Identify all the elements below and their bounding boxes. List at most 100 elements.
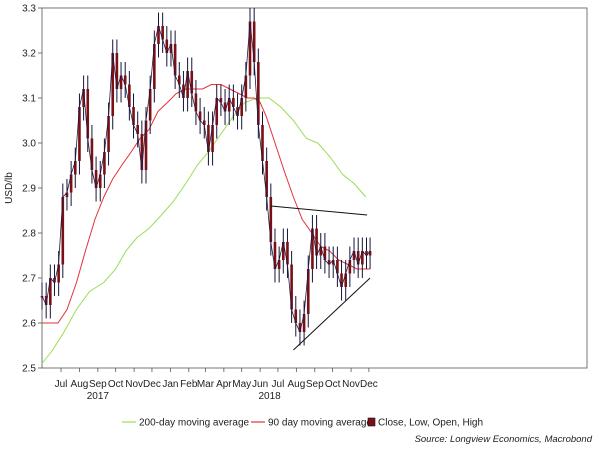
x-tick-label: Oct bbox=[108, 379, 124, 390]
x-axis: Jul Aug Sep Oct Nov Dec Jan Feb Mar Apr May Jun Jul A… bbox=[55, 368, 378, 402]
x-tick-label: Jun bbox=[252, 379, 268, 390]
price-bar-body bbox=[207, 125, 210, 152]
price-bar-body bbox=[190, 71, 194, 94]
price-bar-body bbox=[298, 323, 302, 332]
price-bar-body bbox=[53, 278, 56, 283]
x-tick-label: Oct bbox=[325, 379, 341, 390]
price-bar-body bbox=[123, 75, 127, 85]
legend: 200-day moving average 90 day moving ave… bbox=[122, 418, 483, 429]
price-bar-body bbox=[69, 174, 73, 193]
legend-label-clo: Close, Low, Open, High bbox=[378, 418, 483, 429]
price-bar-body bbox=[94, 170, 98, 188]
price-bar-body bbox=[240, 98, 243, 116]
price-bar-body bbox=[344, 273, 348, 287]
price-bar-body bbox=[232, 98, 235, 107]
price-bar-body bbox=[315, 228, 318, 256]
y-tick-label: 2.5 bbox=[22, 364, 36, 375]
price-bar-body bbox=[294, 309, 298, 323]
price-bar-body bbox=[90, 138, 94, 170]
x-tick-label: May bbox=[232, 379, 251, 390]
plot-frame bbox=[41, 7, 588, 369]
price-bar-body bbox=[331, 260, 335, 265]
y-tick-label: 3.0 bbox=[22, 139, 36, 150]
trendline-layer bbox=[270, 205, 371, 351]
x-tick-label: Sep bbox=[89, 379, 107, 390]
price-bar-body bbox=[269, 197, 273, 242]
price-bar-body bbox=[132, 107, 135, 125]
x-tick-label: Dec bbox=[360, 379, 378, 390]
price-bar-body bbox=[161, 26, 164, 40]
price-bar-body bbox=[107, 116, 110, 152]
x-tick-label: Dec bbox=[143, 379, 161, 390]
x-tick-label: Nov bbox=[125, 379, 143, 390]
y-tick-label: 3.2 bbox=[22, 49, 36, 60]
y-tick-label: 2.9 bbox=[22, 184, 36, 195]
price-bar-body bbox=[336, 260, 339, 274]
x-tick-label: Mar bbox=[197, 379, 215, 390]
price-bar-body bbox=[157, 26, 160, 44]
price-bar-body bbox=[153, 44, 156, 89]
price-bar-body bbox=[323, 246, 327, 260]
price-bar-body bbox=[311, 228, 314, 269]
trendline-upper bbox=[270, 205, 368, 216]
price-bar-body bbox=[136, 125, 139, 134]
price-bar-body bbox=[352, 251, 356, 260]
y-tick-label: 2.6 bbox=[22, 319, 36, 330]
price-bar-body bbox=[223, 102, 227, 112]
price-bar-body bbox=[111, 53, 115, 116]
x-year-label: 2017 bbox=[87, 391, 110, 402]
price-bar-body bbox=[103, 152, 106, 175]
price-bar-body bbox=[202, 120, 206, 125]
price-bar-body bbox=[361, 251, 364, 265]
price-bar-body bbox=[340, 273, 343, 287]
price-bar-body bbox=[273, 242, 277, 269]
price-bar-body bbox=[265, 161, 268, 197]
source-note: Source: Longview Economics, Macrobond bbox=[415, 434, 593, 445]
price-bar-body bbox=[198, 111, 202, 121]
legend-label-90day: 90 day moving average bbox=[268, 418, 372, 429]
x-year-label: 2018 bbox=[259, 391, 282, 402]
x-tick-label: Aug bbox=[287, 379, 305, 390]
plot-border bbox=[41, 7, 588, 369]
price-bar-body bbox=[286, 242, 289, 265]
price-bar-body bbox=[173, 44, 177, 76]
price-bar-body bbox=[186, 71, 189, 98]
price-bar-body bbox=[257, 62, 260, 125]
price-bar-body bbox=[119, 75, 123, 89]
y-tick-label: 3.1 bbox=[22, 94, 36, 105]
price-bar-body bbox=[78, 107, 81, 161]
y-tick-label: 3.3 bbox=[22, 4, 36, 15]
price-bar-body bbox=[61, 197, 65, 265]
price-bar-body bbox=[82, 89, 85, 107]
x-tick-label: Aug bbox=[71, 379, 89, 390]
x-tick-label: Feb bbox=[180, 379, 198, 390]
price-bar-body bbox=[98, 174, 102, 188]
y-tick-label: 2.7 bbox=[22, 274, 36, 285]
price-bar-body bbox=[211, 125, 214, 152]
price-bar-body bbox=[86, 89, 90, 139]
price-bar-body bbox=[365, 251, 368, 256]
price-bar-body bbox=[319, 246, 323, 256]
legend-label-200day: 200-day moving average bbox=[139, 418, 250, 429]
price-line bbox=[41, 21, 371, 334]
price-bar-body bbox=[73, 161, 77, 175]
x-tick-label: Nov bbox=[342, 379, 360, 390]
price-bar-body bbox=[215, 98, 219, 125]
price-bar-body bbox=[57, 264, 60, 283]
price-bar-body bbox=[148, 89, 152, 121]
legend-swatch-clo bbox=[367, 417, 376, 427]
ma-90-line bbox=[42, 84, 371, 324]
price-bar-body bbox=[219, 98, 223, 103]
price-bar-body bbox=[306, 269, 310, 314]
price-bar-body bbox=[290, 264, 293, 310]
y-axis: 2.5 2.6 2.7 2.8 2.9 3.0 3.1 3.2 3.3 bbox=[22, 4, 42, 375]
price-bar-body bbox=[165, 39, 169, 53]
y-tick-label: 2.8 bbox=[22, 229, 36, 240]
price-bar-body bbox=[128, 84, 131, 107]
price-bar-body bbox=[281, 242, 285, 260]
series-layer bbox=[40, 8, 372, 364]
price-bar-body bbox=[169, 44, 173, 53]
price-bar-body bbox=[302, 314, 306, 332]
x-tick-label: Jul bbox=[272, 379, 285, 390]
